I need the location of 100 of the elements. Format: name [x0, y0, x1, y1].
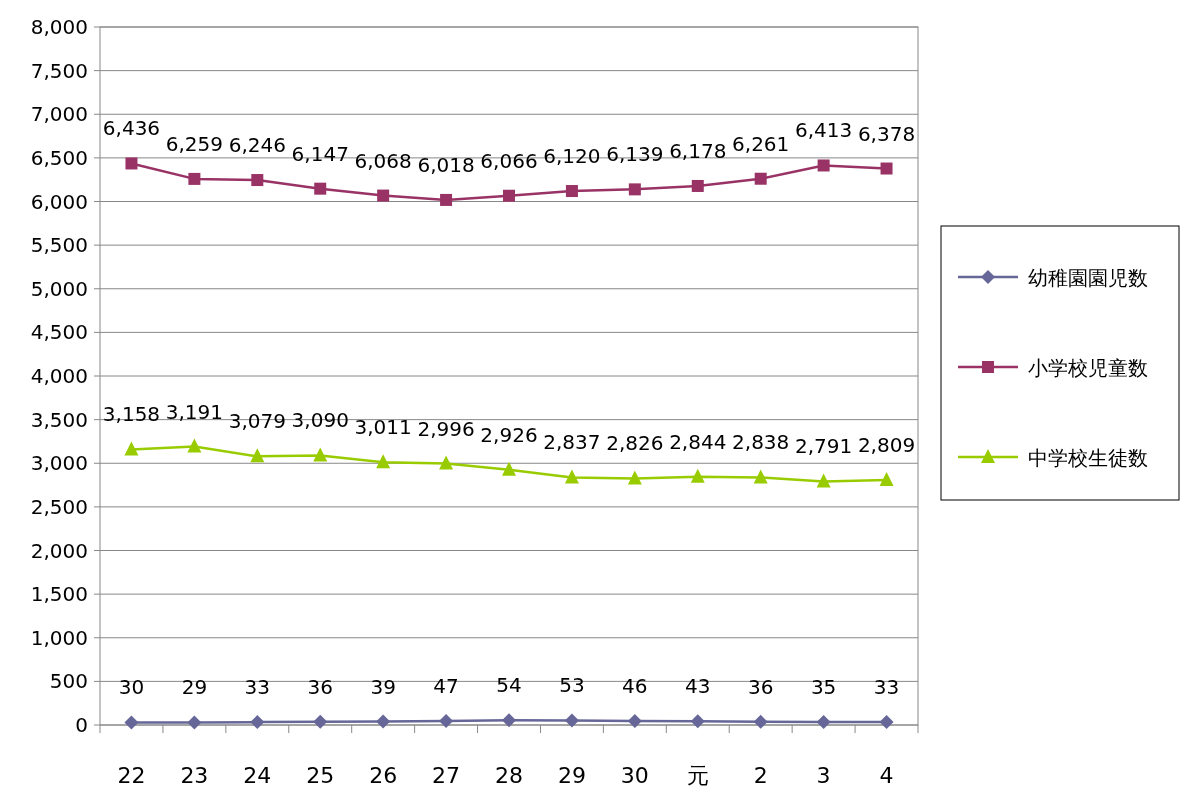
x-tick-label: 3 [816, 763, 831, 788]
y-tick-label: 4,500 [30, 320, 88, 345]
point [377, 189, 390, 202]
point [124, 715, 139, 730]
data-label: 6,147 [291, 141, 349, 166]
y-tick-label: 3,000 [30, 451, 88, 476]
data-label: 35 [810, 674, 837, 699]
x-tick-label: 24 [243, 763, 272, 788]
data-label: 33 [873, 675, 900, 700]
point [627, 470, 642, 485]
data-label: 29 [181, 675, 208, 700]
point [503, 189, 515, 202]
y-tick-label: 6,500 [30, 145, 88, 170]
y-tick-label: 5,500 [30, 233, 88, 258]
y-tick-label: 2,000 [30, 538, 88, 563]
point [753, 469, 768, 484]
point [628, 183, 641, 196]
data-label: 6,261 [732, 131, 790, 156]
point [124, 441, 139, 456]
point [816, 473, 831, 488]
data-label: 2,926 [480, 422, 538, 447]
data-label: 6,178 [669, 138, 727, 163]
y-tick-label: 3,500 [30, 407, 88, 432]
point [314, 182, 327, 195]
data-label: 6,436 [102, 116, 161, 141]
point [250, 448, 265, 463]
x-tick-label: 27 [432, 763, 461, 788]
point [502, 461, 516, 476]
data-label: 2,809 [857, 432, 916, 457]
point [754, 172, 767, 185]
point [439, 455, 454, 470]
y-tick-label: 1,500 [30, 582, 88, 607]
point [251, 174, 264, 187]
point [690, 714, 705, 729]
point [125, 157, 138, 170]
data-label: 47 [433, 673, 459, 698]
x-tick-label: 23 [180, 763, 209, 788]
data-label: 6,378 [857, 121, 916, 146]
point [187, 715, 202, 730]
data-label: 2,838 [732, 430, 790, 455]
data-label: 3,158 [102, 402, 161, 427]
point [502, 713, 516, 728]
point [879, 471, 894, 486]
data-label: 36 [307, 674, 333, 699]
point [250, 715, 265, 730]
point [564, 713, 579, 728]
x-tick-label: 26 [369, 763, 398, 788]
data-label: 2,826 [606, 431, 664, 456]
y-tick-label: 8,000 [30, 15, 88, 39]
data-label: 6,120 [543, 144, 601, 169]
data-label: 2,837 [543, 430, 601, 455]
data-label: 54 [496, 673, 522, 698]
x-tick-label: 2 [753, 763, 768, 788]
point [188, 172, 201, 185]
data-label: 53 [559, 673, 585, 698]
point [187, 438, 202, 453]
data-label: 39 [370, 674, 396, 699]
x-tick-label: 30 [620, 763, 649, 788]
data-label: 2,996 [417, 416, 475, 441]
x-tick-label: 4 [879, 763, 894, 788]
y-tick-label: 6,000 [30, 189, 88, 214]
data-label: 2,844 [669, 429, 727, 454]
x-tick-label: 22 [117, 763, 146, 788]
data-label: 6,139 [606, 142, 664, 167]
point [753, 714, 768, 729]
data-label: 6,066 [480, 148, 538, 173]
point [313, 447, 328, 462]
data-label: 2,791 [794, 434, 853, 459]
y-tick-label: 2,500 [30, 494, 88, 519]
x-tick-label: 28 [495, 763, 523, 788]
data-label: 3,090 [291, 408, 349, 433]
legend-label: 小学校児童数 [1028, 356, 1148, 380]
data-label: 33 [244, 675, 271, 700]
point [376, 714, 391, 729]
point [313, 714, 328, 729]
point [880, 162, 893, 175]
x-tick-label: 元 [686, 763, 709, 788]
data-label: 6,068 [354, 148, 412, 173]
point [439, 713, 454, 728]
point [564, 469, 579, 484]
point [565, 185, 578, 198]
y-tick-label: 1,000 [30, 625, 88, 650]
data-label: 6,413 [794, 118, 853, 143]
data-label: 6,018 [417, 152, 475, 177]
point [376, 454, 391, 469]
data-label: 6,246 [228, 133, 286, 158]
y-tick-label: 0 [75, 713, 88, 737]
y-tick-label: 500 [49, 669, 88, 694]
x-tick-label: 25 [306, 763, 335, 788]
data-label: 43 [685, 674, 711, 699]
point [816, 714, 831, 729]
y-tick-label: 4,000 [30, 364, 88, 388]
data-label: 3,191 [165, 399, 224, 424]
data-label: 46 [622, 673, 648, 698]
data-label: 6,259 [165, 131, 224, 156]
point [817, 159, 830, 172]
point [691, 179, 704, 192]
legend-label: 幼稚園園児数 [1028, 266, 1148, 290]
legend-label: 中学校生徒数 [1028, 446, 1148, 470]
data-label: 3,079 [228, 409, 286, 434]
